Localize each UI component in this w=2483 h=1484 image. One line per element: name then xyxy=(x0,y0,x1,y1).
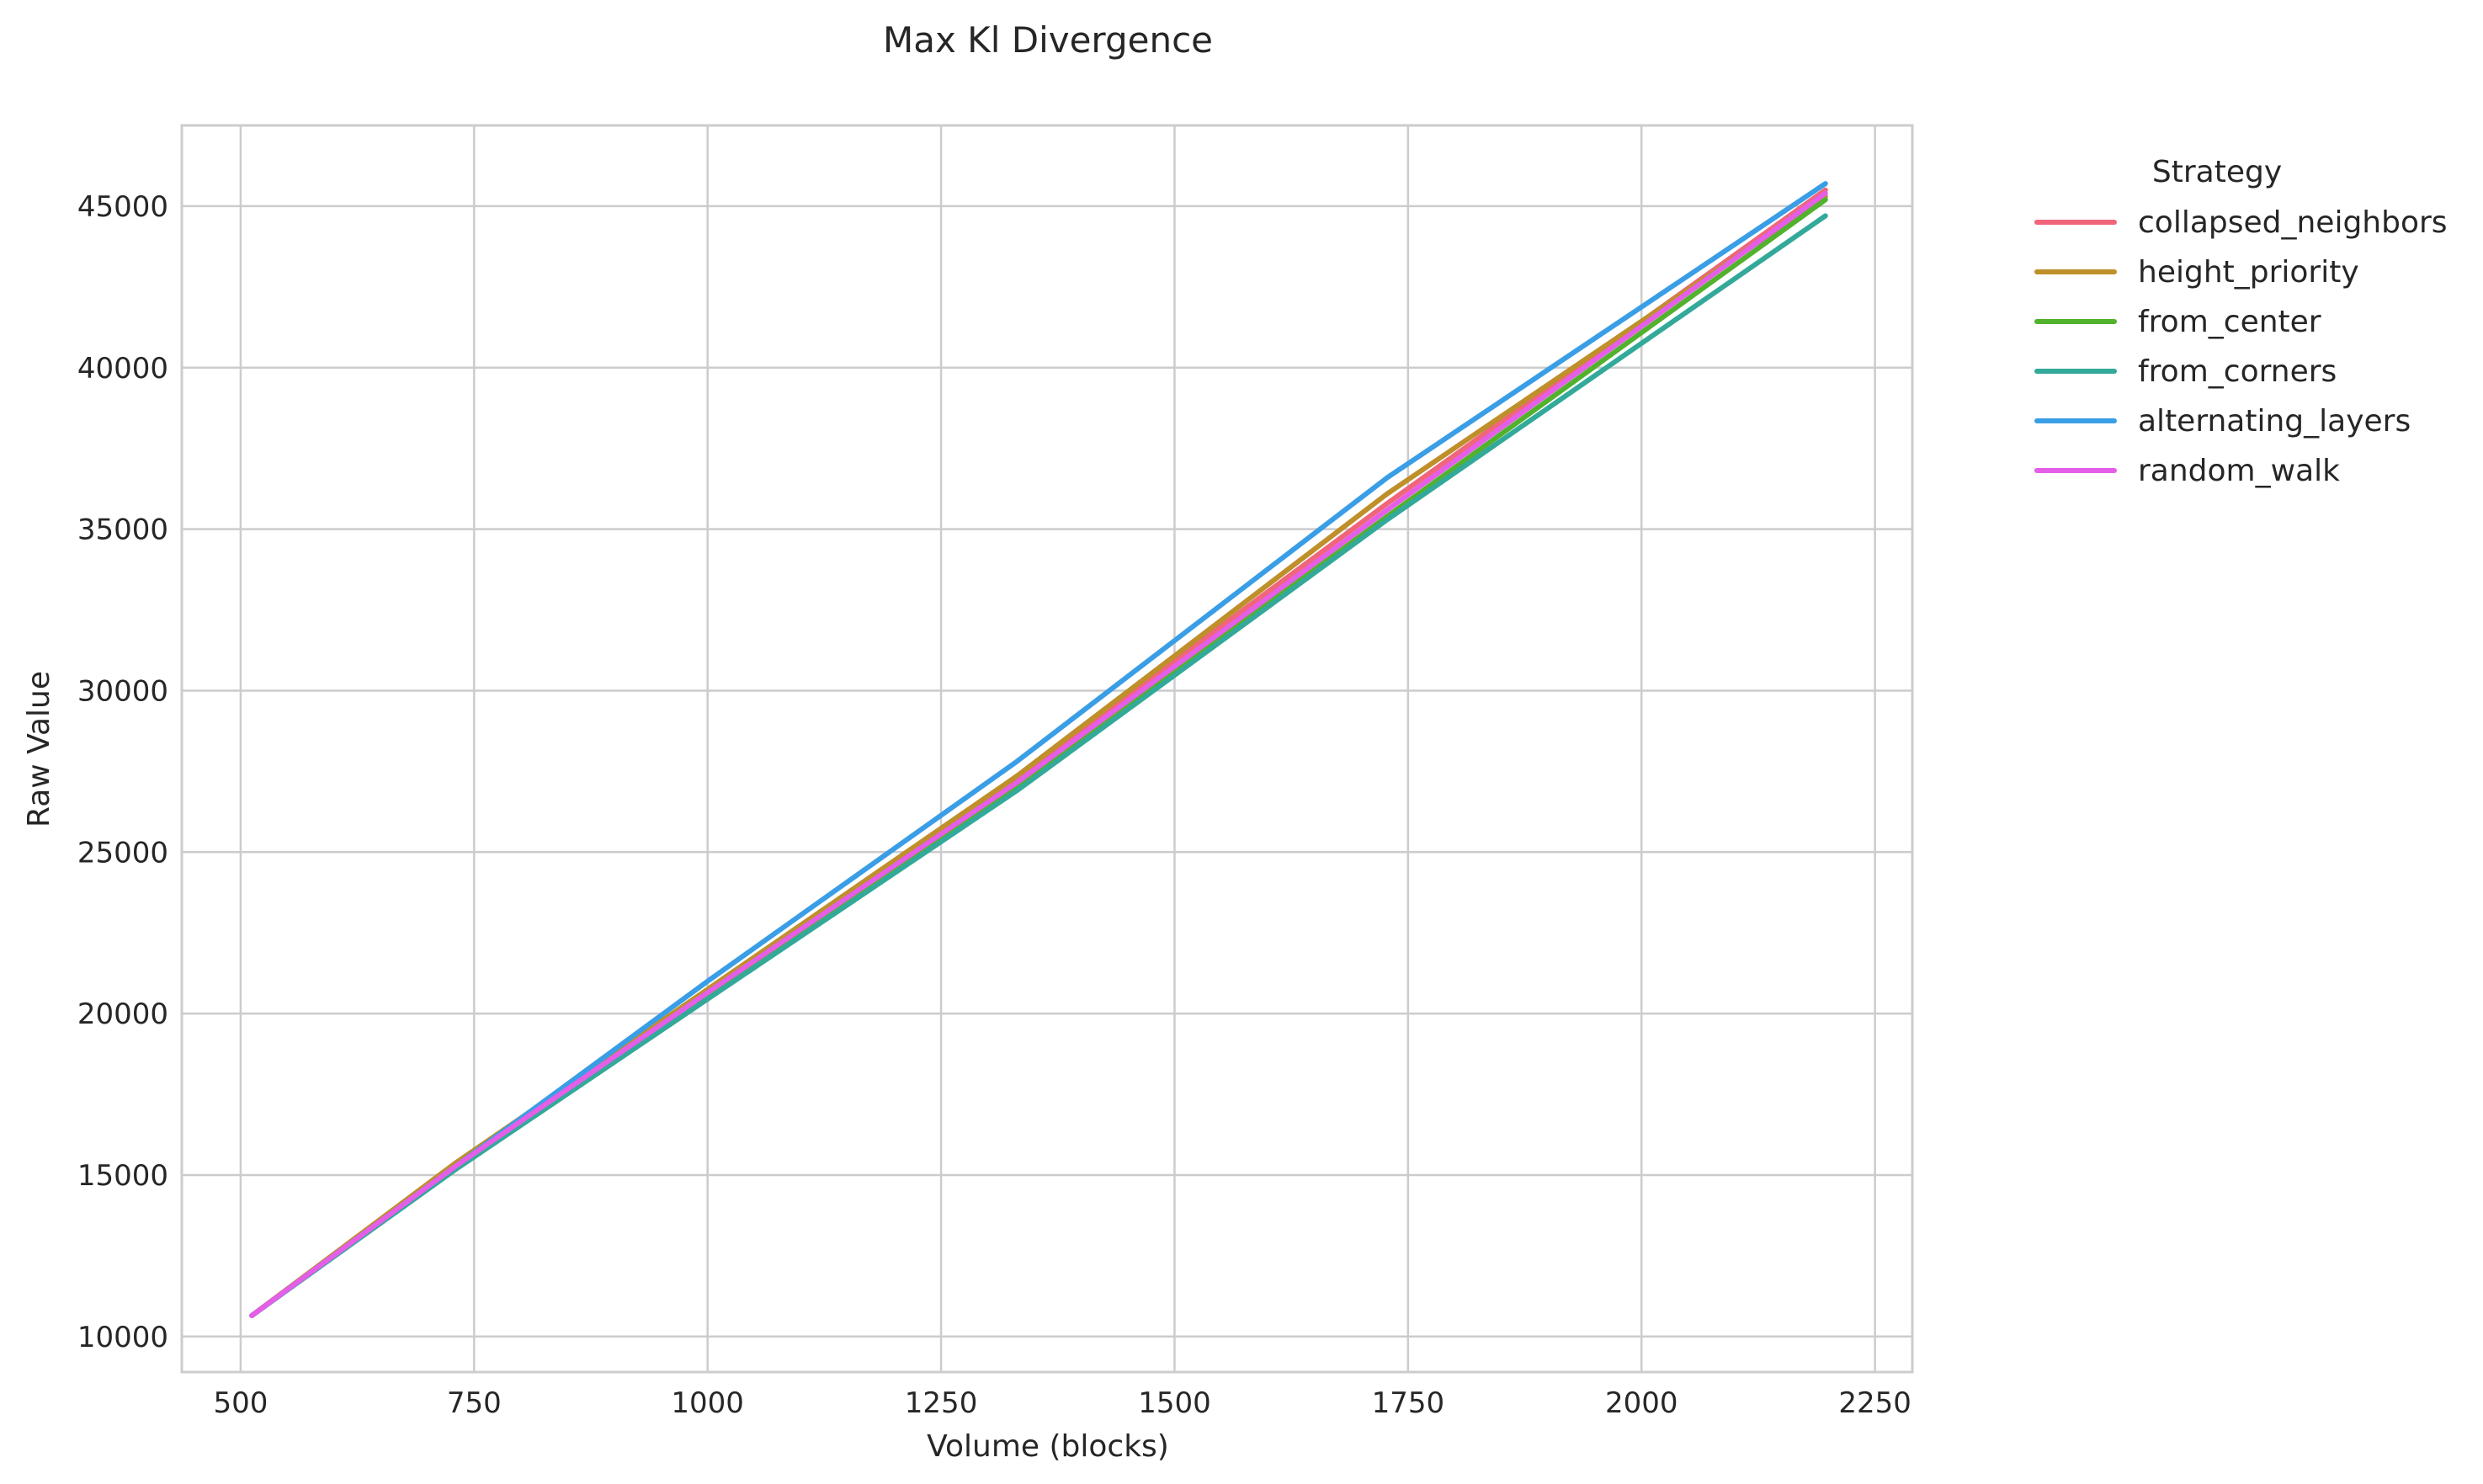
y-axis-label: Raw Value xyxy=(22,671,56,827)
legend-entry-label: random_walk xyxy=(2138,454,2340,488)
y-tick-label: 15000 xyxy=(77,1159,168,1193)
y-tick-label: 30000 xyxy=(77,674,168,708)
y-tick-labels: 10000 15000 20000 25000 30000 35000 40000 45000 xyxy=(77,190,168,1354)
legend: Strategy collapsed_neighbors height_prior… xyxy=(2034,155,2448,488)
x-tick-label: 500 xyxy=(213,1386,268,1420)
grid xyxy=(182,125,1912,1372)
y-tick-label: 40000 xyxy=(77,352,168,386)
y-tick-label: 45000 xyxy=(77,190,168,224)
legend-entry-label: from_corners xyxy=(2138,354,2337,389)
legend-entry-label: alternating_layers xyxy=(2138,404,2411,439)
legend-entry-label: height_priority xyxy=(2138,255,2359,290)
x-tick-label: 1750 xyxy=(1372,1386,1445,1420)
legend-entry-label: from_center xyxy=(2138,305,2321,339)
x-tick-label: 2250 xyxy=(1838,1386,1911,1420)
y-tick-label: 35000 xyxy=(77,513,168,547)
x-axis-label: Volume (blocks) xyxy=(927,1429,1169,1464)
series-line-random-walk xyxy=(249,190,1828,1318)
x-tick-label: 1500 xyxy=(1138,1386,1211,1420)
plot-lines xyxy=(249,181,1828,1318)
y-tick-label: 25000 xyxy=(77,836,168,870)
legend-title: Strategy xyxy=(2152,155,2282,189)
plot-frame xyxy=(180,124,1914,1374)
x-tick-labels: 500 750 1000 1250 1500 1750 2000 2250 xyxy=(213,1386,1911,1420)
y-tick-label: 20000 xyxy=(77,997,168,1031)
x-tick-label: 1000 xyxy=(671,1386,744,1420)
x-tick-label: 1250 xyxy=(905,1386,978,1420)
legend-entry-label: collapsed_neighbors xyxy=(2138,205,2448,240)
y-tick-label: 10000 xyxy=(77,1321,168,1354)
x-tick-label: 2000 xyxy=(1605,1386,1678,1420)
x-tick-label: 750 xyxy=(447,1386,502,1420)
chart-title: Max Kl Divergence xyxy=(883,19,1213,61)
